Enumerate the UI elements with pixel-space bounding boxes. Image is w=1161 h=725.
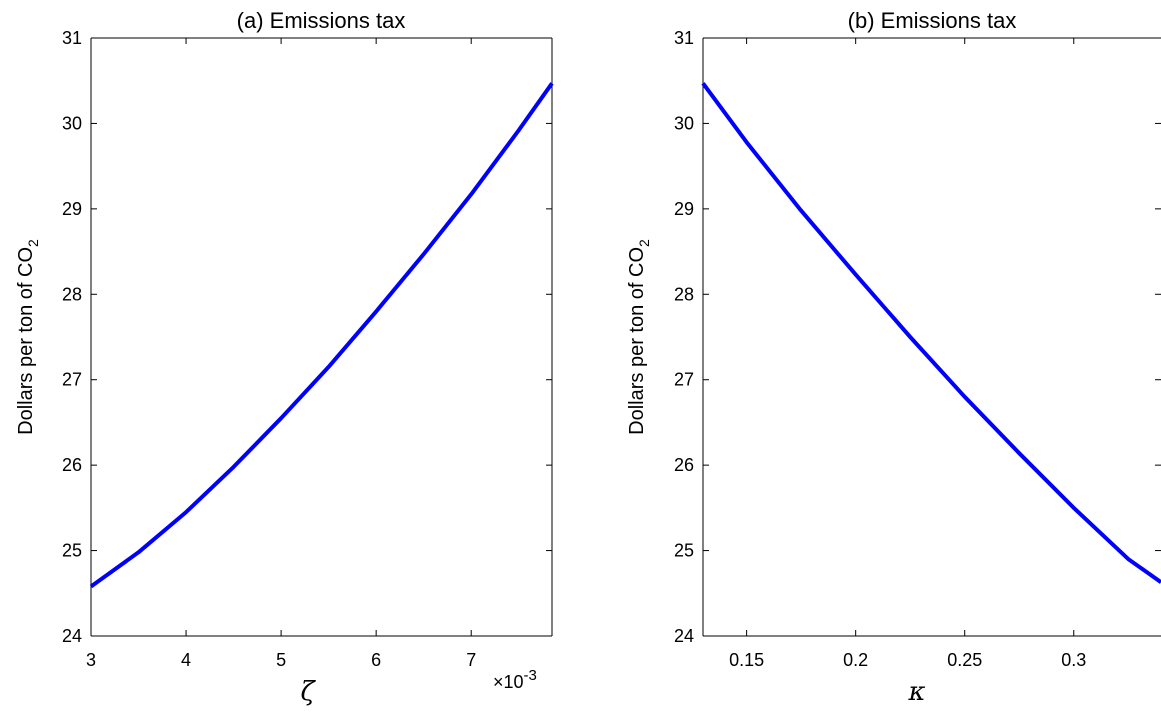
y-tick-label: 28 bbox=[62, 284, 82, 304]
chart-title: (b) Emissions tax bbox=[848, 8, 1017, 33]
x-axis-multiplier-exponent: -3 bbox=[524, 667, 537, 684]
y-tick-label: 26 bbox=[62, 455, 82, 475]
y-tick-label: 28 bbox=[674, 284, 694, 304]
x-tick-label: 0.25 bbox=[947, 650, 982, 670]
x-tick-label: 0.3 bbox=[1061, 650, 1086, 670]
series-line bbox=[89, 82, 554, 589]
y-tick-label: 30 bbox=[62, 113, 82, 133]
y-tick-label: 27 bbox=[62, 370, 82, 390]
y-axis-label: Dollars per ton of CO2 bbox=[15, 239, 41, 435]
chart-title: (a) Emissions tax bbox=[237, 8, 406, 33]
y-axis-label: Dollars per ton of CO2 bbox=[626, 239, 652, 435]
y-tick-label: 25 bbox=[62, 541, 82, 561]
x-tick-label: 6 bbox=[371, 650, 381, 670]
y-tick-label: 31 bbox=[674, 28, 694, 48]
y-axis-label-subscript: 2 bbox=[25, 239, 41, 247]
x-axis-multiplier-base: ×10 bbox=[493, 672, 524, 692]
y-tick-label: 24 bbox=[674, 626, 694, 646]
y-tick-label: 31 bbox=[62, 28, 82, 48]
x-tick-label: 0.15 bbox=[729, 650, 764, 670]
y-axis-label-subscript: 2 bbox=[636, 239, 652, 247]
y-tick-label: 27 bbox=[674, 370, 694, 390]
y-axis-label-text: Dollars per ton of CO bbox=[15, 247, 37, 435]
x-axis-label: ζ bbox=[300, 677, 316, 707]
x-tick-label: 5 bbox=[276, 650, 286, 670]
panel-a: 24 25 26 27 28 29 30 31 3 4 5 6 7 (a) Emissions tax ζ D… bbox=[15, 8, 554, 707]
y-tick-label: 26 bbox=[674, 455, 694, 475]
y-axis-label-text: Dollars per ton of CO bbox=[626, 247, 648, 435]
y-tick-label: 29 bbox=[674, 199, 694, 219]
x-tick-label: 0.2 bbox=[843, 650, 868, 670]
y-tick-label: 29 bbox=[62, 199, 82, 219]
x-tick-label: 7 bbox=[466, 650, 476, 670]
series-line bbox=[701, 82, 1161, 584]
x-axis-label: κ bbox=[907, 677, 925, 707]
x-tick-label: 4 bbox=[181, 650, 191, 670]
y-tick-label: 25 bbox=[674, 541, 694, 561]
x-axis-multiplier: ×10-3 bbox=[493, 667, 537, 692]
panel-b: 24 25 26 27 28 29 30 31 0.15 0.2 0.25 0.3 (b) Emissi… bbox=[626, 8, 1161, 707]
x-tick-label: 3 bbox=[86, 650, 96, 670]
y-tick-label: 24 bbox=[62, 626, 82, 646]
y-tick-label: 30 bbox=[674, 113, 694, 133]
